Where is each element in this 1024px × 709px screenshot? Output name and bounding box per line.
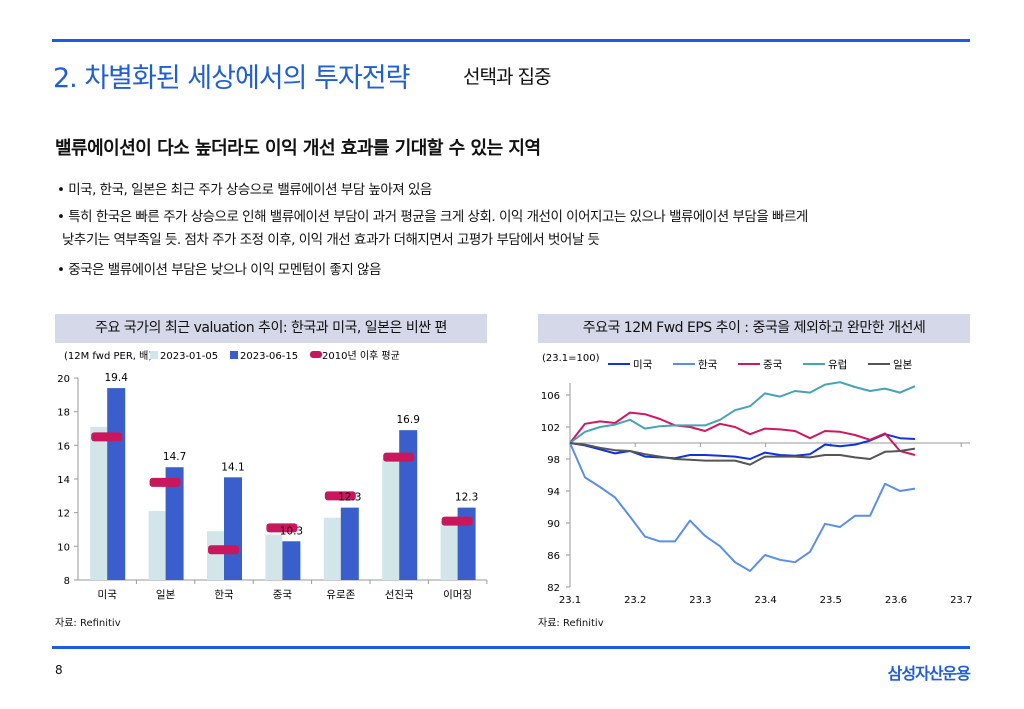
- legend-swatch: [150, 351, 158, 359]
- bar-chart: (12M fwd PER, 배) 2023-01-05 2023-06-15 2010…: [57, 350, 488, 601]
- data-label: 10.3: [280, 525, 303, 537]
- legend-label: 한국: [698, 359, 718, 371]
- average-marker: [441, 516, 473, 526]
- average-marker: [324, 491, 356, 501]
- bar-2023-06-15: [399, 430, 418, 580]
- y-tick-label: 14: [57, 475, 70, 486]
- x-tick-label: 한국: [214, 589, 234, 601]
- data-label: 14.1: [221, 461, 244, 473]
- top-rule: [52, 39, 970, 42]
- x-tick-label: 선진국: [385, 589, 414, 601]
- bar-2023-06-15: [340, 507, 359, 580]
- legend-label: 미국: [633, 359, 653, 371]
- line-chart: (23.1=100) 미국 한국 중국 유럽 일본 82 86 90 94 98 102 106 23.1…: [541, 353, 972, 606]
- bullet-item: • 미국, 한국, 일본은 최근 주가 상승으로 밸류에이션 부담 높아져 있음: [57, 182, 432, 198]
- page-subtitle: 선택과 집중: [463, 66, 551, 88]
- bar-2023-06-15: [224, 477, 242, 580]
- average-marker: [383, 452, 415, 462]
- y-tick-label: 20: [57, 374, 70, 385]
- data-label: 12.3: [455, 492, 478, 504]
- bar-2023-06-15: [165, 467, 184, 580]
- y-tick-label: 12: [57, 509, 70, 520]
- bullet-item: • 중국은 밸류에이션 부담은 낮으나 이익 모멘텀이 좋지 않음: [57, 262, 381, 278]
- bar-chart-source: 자료: Refinitiv: [55, 618, 121, 629]
- legend-label: 중국: [763, 359, 783, 371]
- bar-2023-01-05: [440, 521, 458, 580]
- series-line-한국: [569, 442, 916, 572]
- x-tick-label: 23.7: [950, 595, 972, 606]
- bottom-rule: [52, 646, 970, 649]
- average-marker: [266, 523, 298, 533]
- bar-2023-01-05: [323, 517, 341, 580]
- average-marker: [91, 432, 123, 442]
- x-tick-label: 미국: [98, 589, 118, 601]
- x-tick-label: 중국: [273, 589, 293, 601]
- x-tick-label: 유로존: [326, 589, 355, 601]
- data-label: 19.4: [105, 372, 129, 384]
- bar-2023-06-15: [282, 541, 301, 580]
- legend-label: 2023-01-05: [160, 351, 218, 362]
- y-tick-label: 106: [541, 391, 560, 402]
- bar-2023-01-05: [382, 458, 400, 580]
- section-heading: 밸류에이션이 다소 높더라도 이익 개선 효과를 기대할 수 있는 지역: [55, 138, 541, 159]
- legend-label: 2010년 이후 평균: [322, 350, 400, 362]
- page-number: 8: [55, 663, 63, 677]
- y-tick-label: 82: [547, 583, 560, 594]
- bar-2023-01-05: [265, 534, 283, 580]
- bar-chart-title: 주요 국가의 최근 valuation 추이: 한국과 미국, 일본은 비싼 편: [55, 314, 487, 343]
- data-label: 16.9: [397, 414, 420, 426]
- line-chart-title: 주요국 12M Fwd EPS 추이 : 중국을 제외하고 완만한 개선세: [538, 314, 970, 343]
- x-tick-label: 23.6: [885, 595, 907, 606]
- legend-label: 2023-06-15: [240, 351, 298, 362]
- y-tick-label: 98: [547, 455, 560, 466]
- legend-swatch: [310, 351, 322, 358]
- y-tick-label: 10: [57, 542, 70, 553]
- x-tick-label: 23.2: [624, 595, 646, 606]
- x-tick-label: 일본: [156, 588, 176, 601]
- x-tick-label: 이머징: [443, 589, 472, 601]
- bar-2023-01-05: [90, 426, 108, 580]
- y-tick-label: 16: [57, 441, 70, 452]
- series-line-중국: [569, 411, 916, 456]
- y-tick-label: 86: [547, 551, 560, 562]
- y-tick-label: 90: [547, 519, 560, 530]
- legend-label: 유럽: [828, 358, 847, 371]
- bullet-item: 낮추기는 역부족일 듯. 점차 주가 조정 이후, 이익 개선 효과가 더해지면…: [62, 232, 600, 248]
- bar-2023-01-05: [148, 510, 166, 580]
- bar-2023-06-15: [457, 507, 476, 580]
- y-tick-label: 8: [64, 576, 70, 587]
- x-tick-label: 23.1: [559, 595, 581, 606]
- y-tick-label: 102: [541, 423, 560, 434]
- y-tick-label: 18: [57, 408, 70, 419]
- bar-2023-06-15: [107, 388, 126, 580]
- data-label: 12.3: [338, 492, 361, 504]
- unit-label: (23.1=100): [542, 353, 600, 364]
- bullet-item: • 특히 한국은 빠른 주가 상승으로 인해 밸류에이션 부담이 과거 평균을 …: [57, 209, 808, 225]
- data-label: 14.7: [163, 451, 186, 463]
- line-chart-source: 자료: Refinitiv: [538, 618, 604, 629]
- average-marker: [208, 545, 239, 555]
- x-tick-label: 23.5: [820, 595, 842, 606]
- unit-label: (12M fwd PER, 배): [64, 350, 152, 362]
- company-logo: 삼성자산운용: [887, 664, 971, 683]
- average-marker: [149, 477, 181, 487]
- page-title: 2. 차별화된 세상에서의 투자전략: [53, 63, 410, 94]
- bar-2023-01-05: [207, 531, 224, 580]
- y-tick-label: 94: [547, 487, 560, 498]
- series-line-유럽: [569, 381, 916, 444]
- legend-label: 일본: [893, 358, 913, 371]
- series-line-일본: [569, 442, 916, 466]
- x-tick-label: 23.4: [754, 595, 776, 606]
- x-tick-label: 23.3: [689, 595, 711, 606]
- legend-swatch: [230, 351, 238, 359]
